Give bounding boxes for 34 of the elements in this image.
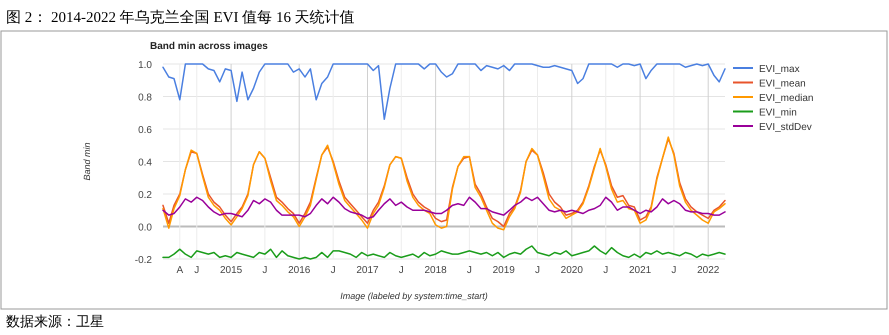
y-tick-label: 0.8 — [138, 92, 152, 104]
x-tick-label: A — [176, 265, 184, 276]
legend-label: EVI_median — [759, 93, 814, 104]
legend-label: EVI_min — [759, 108, 797, 118]
y-tick-label: 0.0 — [138, 222, 152, 234]
x-tick-label: J — [671, 265, 676, 276]
chart-subtitle: Band min across images — [150, 41, 268, 52]
x-tick-label: 2015 — [220, 265, 243, 276]
y-axis-title: Band min — [82, 142, 92, 181]
x-tick-label: 2022 — [697, 265, 720, 276]
x-tick-label: J — [534, 265, 540, 276]
x-tick-label: 2019 — [492, 265, 516, 276]
x-tick-label: 2018 — [424, 265, 448, 276]
y-tick-label: 0.4 — [138, 158, 152, 168]
x-tick-label: J — [262, 265, 268, 276]
x-tick-label: 2021 — [628, 265, 652, 276]
legend-label: EVI_stdDev — [759, 122, 812, 133]
legend-label: EVI_max — [759, 64, 800, 75]
x-tick-label: 2016 — [288, 265, 311, 276]
x-axis-title: Image (labeled by system:time_start) — [340, 291, 488, 301]
source-note: 数据来源：卫星 — [6, 314, 104, 330]
x-tick-label: 2020 — [560, 265, 584, 276]
x-tick-label: J — [466, 265, 472, 276]
y-tick-label: -0.2 — [134, 255, 152, 266]
x-tick-label: 2017 — [356, 265, 380, 276]
y-tick-label: 0.2 — [138, 190, 152, 201]
x-tick-label: J — [398, 265, 404, 276]
legend-label: EVI_mean — [759, 78, 806, 90]
x-tick-label: J — [330, 265, 336, 276]
y-tick-label: 1.0 — [138, 60, 152, 71]
x-tick-label: J — [603, 265, 608, 276]
y-tick-label: 0.6 — [138, 125, 152, 136]
x-tick-label: J — [194, 265, 200, 276]
chart-title: 图 2： 2014-2022 年乌克兰全国 EVI 值每 16 天统计值 — [6, 9, 355, 26]
